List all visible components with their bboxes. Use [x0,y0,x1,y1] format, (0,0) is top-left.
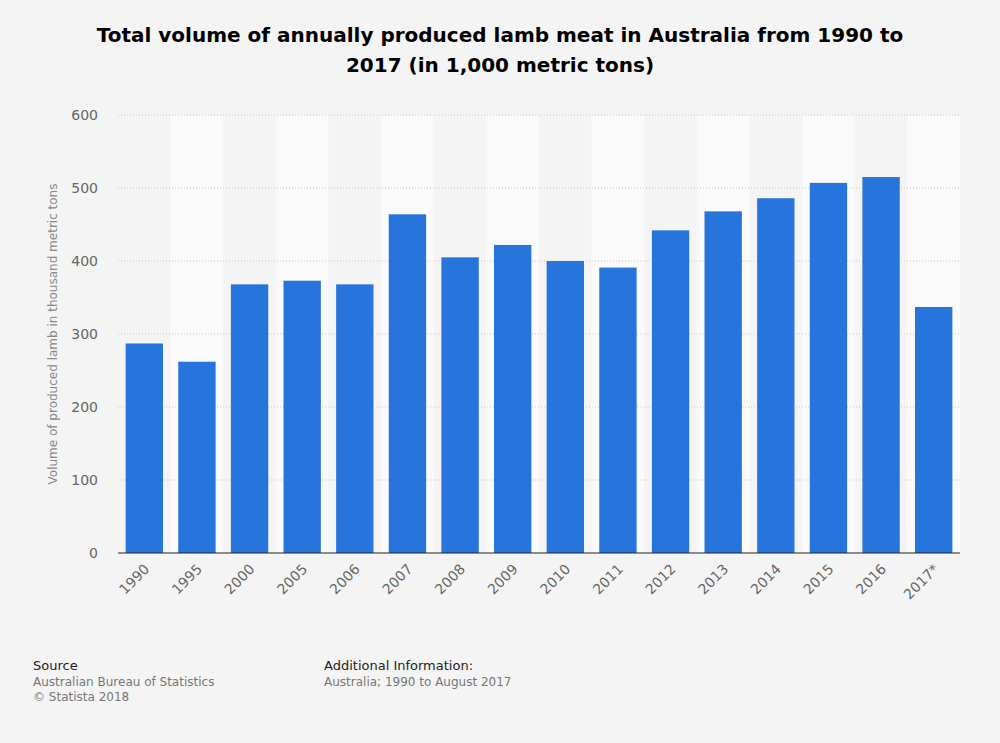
bar [494,245,531,553]
bar [915,307,952,553]
x-tick-label: 2000 [221,561,258,598]
y-tick-label: 500 [71,180,98,196]
bar [705,211,742,553]
bar [284,281,321,553]
title: Total volume of annually produced lamb m… [97,23,904,77]
y-tick-label: 200 [71,399,98,415]
chart: Total volume of annually produced lamb m… [0,0,1000,743]
bar [652,230,689,553]
x-tick-label: 2017* [900,561,941,602]
bar [599,268,636,553]
x-tick-label: 2006 [326,561,363,598]
bar [862,177,899,553]
band [592,115,645,553]
footer-text: Australia; 1990 to August 2017 [324,675,512,689]
band [381,115,434,553]
grid-line [118,115,960,116]
y-tick-label: 300 [71,326,98,342]
background [0,0,1000,743]
footer-text: Additional Information: [324,658,473,673]
x-tick-label: 2011 [590,561,627,598]
band [907,115,960,553]
y-axis-label: Volume of produced lamb in thousand metr… [46,184,60,485]
x-axis-line [118,552,960,553]
y-tick-label: 100 [71,472,98,488]
x-tick-label: 2009 [484,561,521,598]
bar [389,214,426,553]
title-group: Total volume of annually produced lamb m… [97,23,904,77]
x-tick-label: 1990 [116,561,153,598]
band [276,115,329,553]
title-line: Total volume of annually produced lamb m… [97,23,904,47]
x-tick-label: 2012 [642,561,679,598]
y-tick-label: 400 [71,253,98,269]
footer-text: © Statista 2018 [33,690,129,704]
x-tick-label: 2014 [747,561,784,598]
band [486,115,539,553]
bar [441,257,478,553]
x-tick-label: 2005 [274,561,311,598]
title-line: 2017 (in 1,000 metric tons) [346,53,654,77]
x-tick-label: 2013 [695,561,732,598]
bar [757,198,794,553]
x-tick-label: 2015 [800,561,837,598]
band [802,115,855,553]
footer-text: Australian Bureau of Statistics [33,675,214,689]
footer-text: Source [33,658,78,673]
y-tick-label: 600 [71,107,98,123]
x-tick-label: 2008 [432,561,469,598]
x-tick-label: 2010 [537,561,574,598]
y-tick-label: 0 [89,545,98,561]
x-tick-label: 2016 [853,561,890,598]
band [697,115,750,553]
bar [231,284,268,553]
x-tick-label: 1995 [169,561,206,598]
bar [336,284,373,553]
bar [810,183,847,553]
bar [547,261,584,553]
x-tick-label: 2007 [379,561,416,598]
bar [178,362,215,553]
bar [126,343,163,553]
bars [126,177,953,553]
